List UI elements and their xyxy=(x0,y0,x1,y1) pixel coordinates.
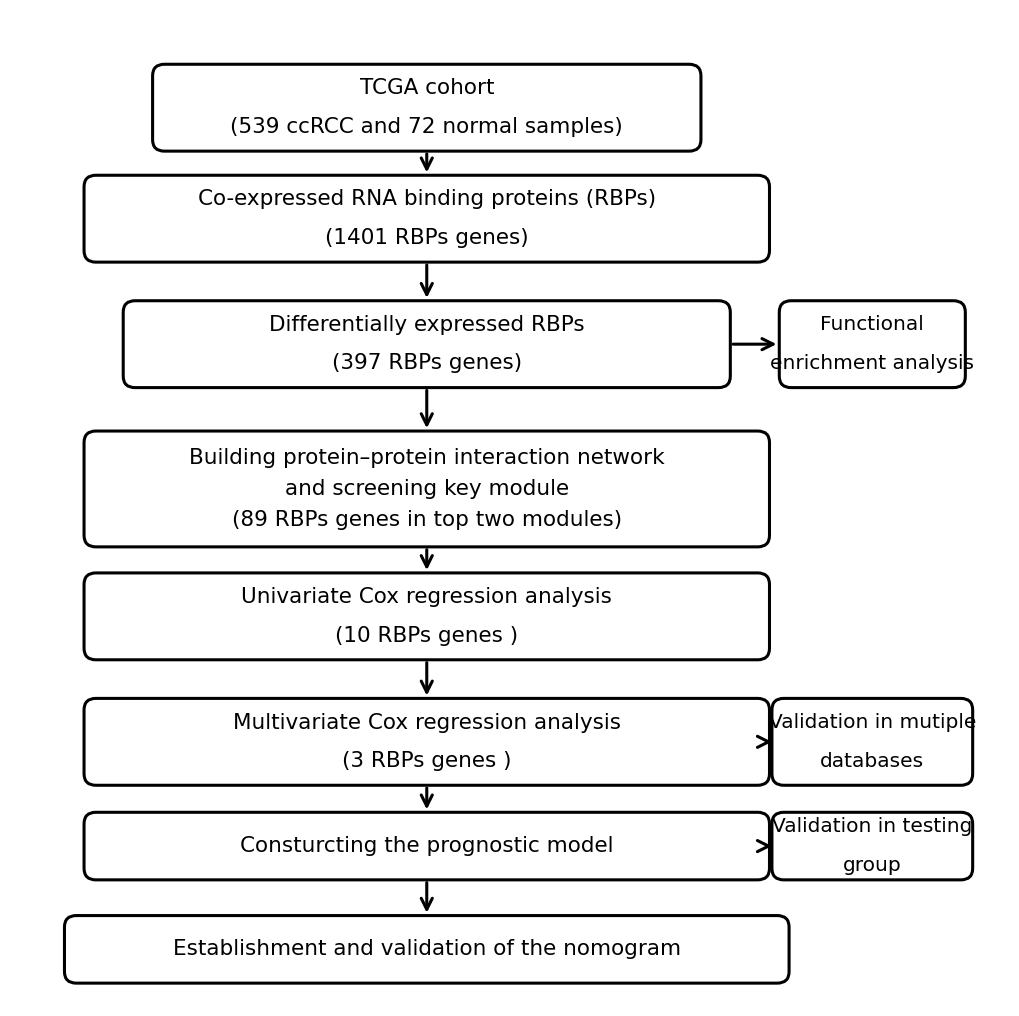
Text: (10 RBPs genes ): (10 RBPs genes ) xyxy=(335,626,518,645)
Text: Functional: Functional xyxy=(819,315,923,334)
FancyBboxPatch shape xyxy=(771,813,972,880)
Text: (3 RBPs genes ): (3 RBPs genes ) xyxy=(341,751,511,771)
Text: Validation in testing: Validation in testing xyxy=(771,817,971,836)
Text: and screening key module: and screening key module xyxy=(284,479,569,499)
Text: (539 ccRCC and 72 normal samples): (539 ccRCC and 72 normal samples) xyxy=(230,117,623,137)
FancyBboxPatch shape xyxy=(84,813,768,880)
Text: group: group xyxy=(842,855,901,875)
Text: enrichment analysis: enrichment analysis xyxy=(769,354,973,373)
Text: databases: databases xyxy=(819,752,923,771)
Text: Co-expressed RNA binding proteins (RBPs): Co-expressed RNA binding proteins (RBPs) xyxy=(198,189,655,209)
FancyBboxPatch shape xyxy=(153,64,700,151)
FancyBboxPatch shape xyxy=(84,175,768,262)
Text: Multivariate Cox regression analysis: Multivariate Cox regression analysis xyxy=(232,712,621,733)
Text: Building protein–protein interaction network: Building protein–protein interaction net… xyxy=(189,448,664,468)
FancyBboxPatch shape xyxy=(84,698,768,785)
Text: Univariate Cox regression analysis: Univariate Cox regression analysis xyxy=(242,587,611,607)
FancyBboxPatch shape xyxy=(771,698,972,785)
FancyBboxPatch shape xyxy=(84,573,768,659)
Text: (89 RBPs genes in top two modules): (89 RBPs genes in top two modules) xyxy=(231,510,622,529)
Text: Differentially expressed RBPs: Differentially expressed RBPs xyxy=(269,315,584,335)
FancyBboxPatch shape xyxy=(64,915,789,983)
Text: (1401 RBPs genes): (1401 RBPs genes) xyxy=(325,228,528,248)
Text: Establishment and validation of the nomogram: Establishment and validation of the nomo… xyxy=(172,940,680,959)
Text: (397 RBPs genes): (397 RBPs genes) xyxy=(331,354,522,374)
Text: Validation in mutiple: Validation in mutiple xyxy=(768,713,975,733)
FancyBboxPatch shape xyxy=(123,301,730,388)
Text: Consturcting the prognostic model: Consturcting the prognostic model xyxy=(239,836,612,856)
FancyBboxPatch shape xyxy=(84,431,768,547)
Text: TCGA cohort: TCGA cohort xyxy=(359,78,493,99)
FancyBboxPatch shape xyxy=(779,301,964,388)
